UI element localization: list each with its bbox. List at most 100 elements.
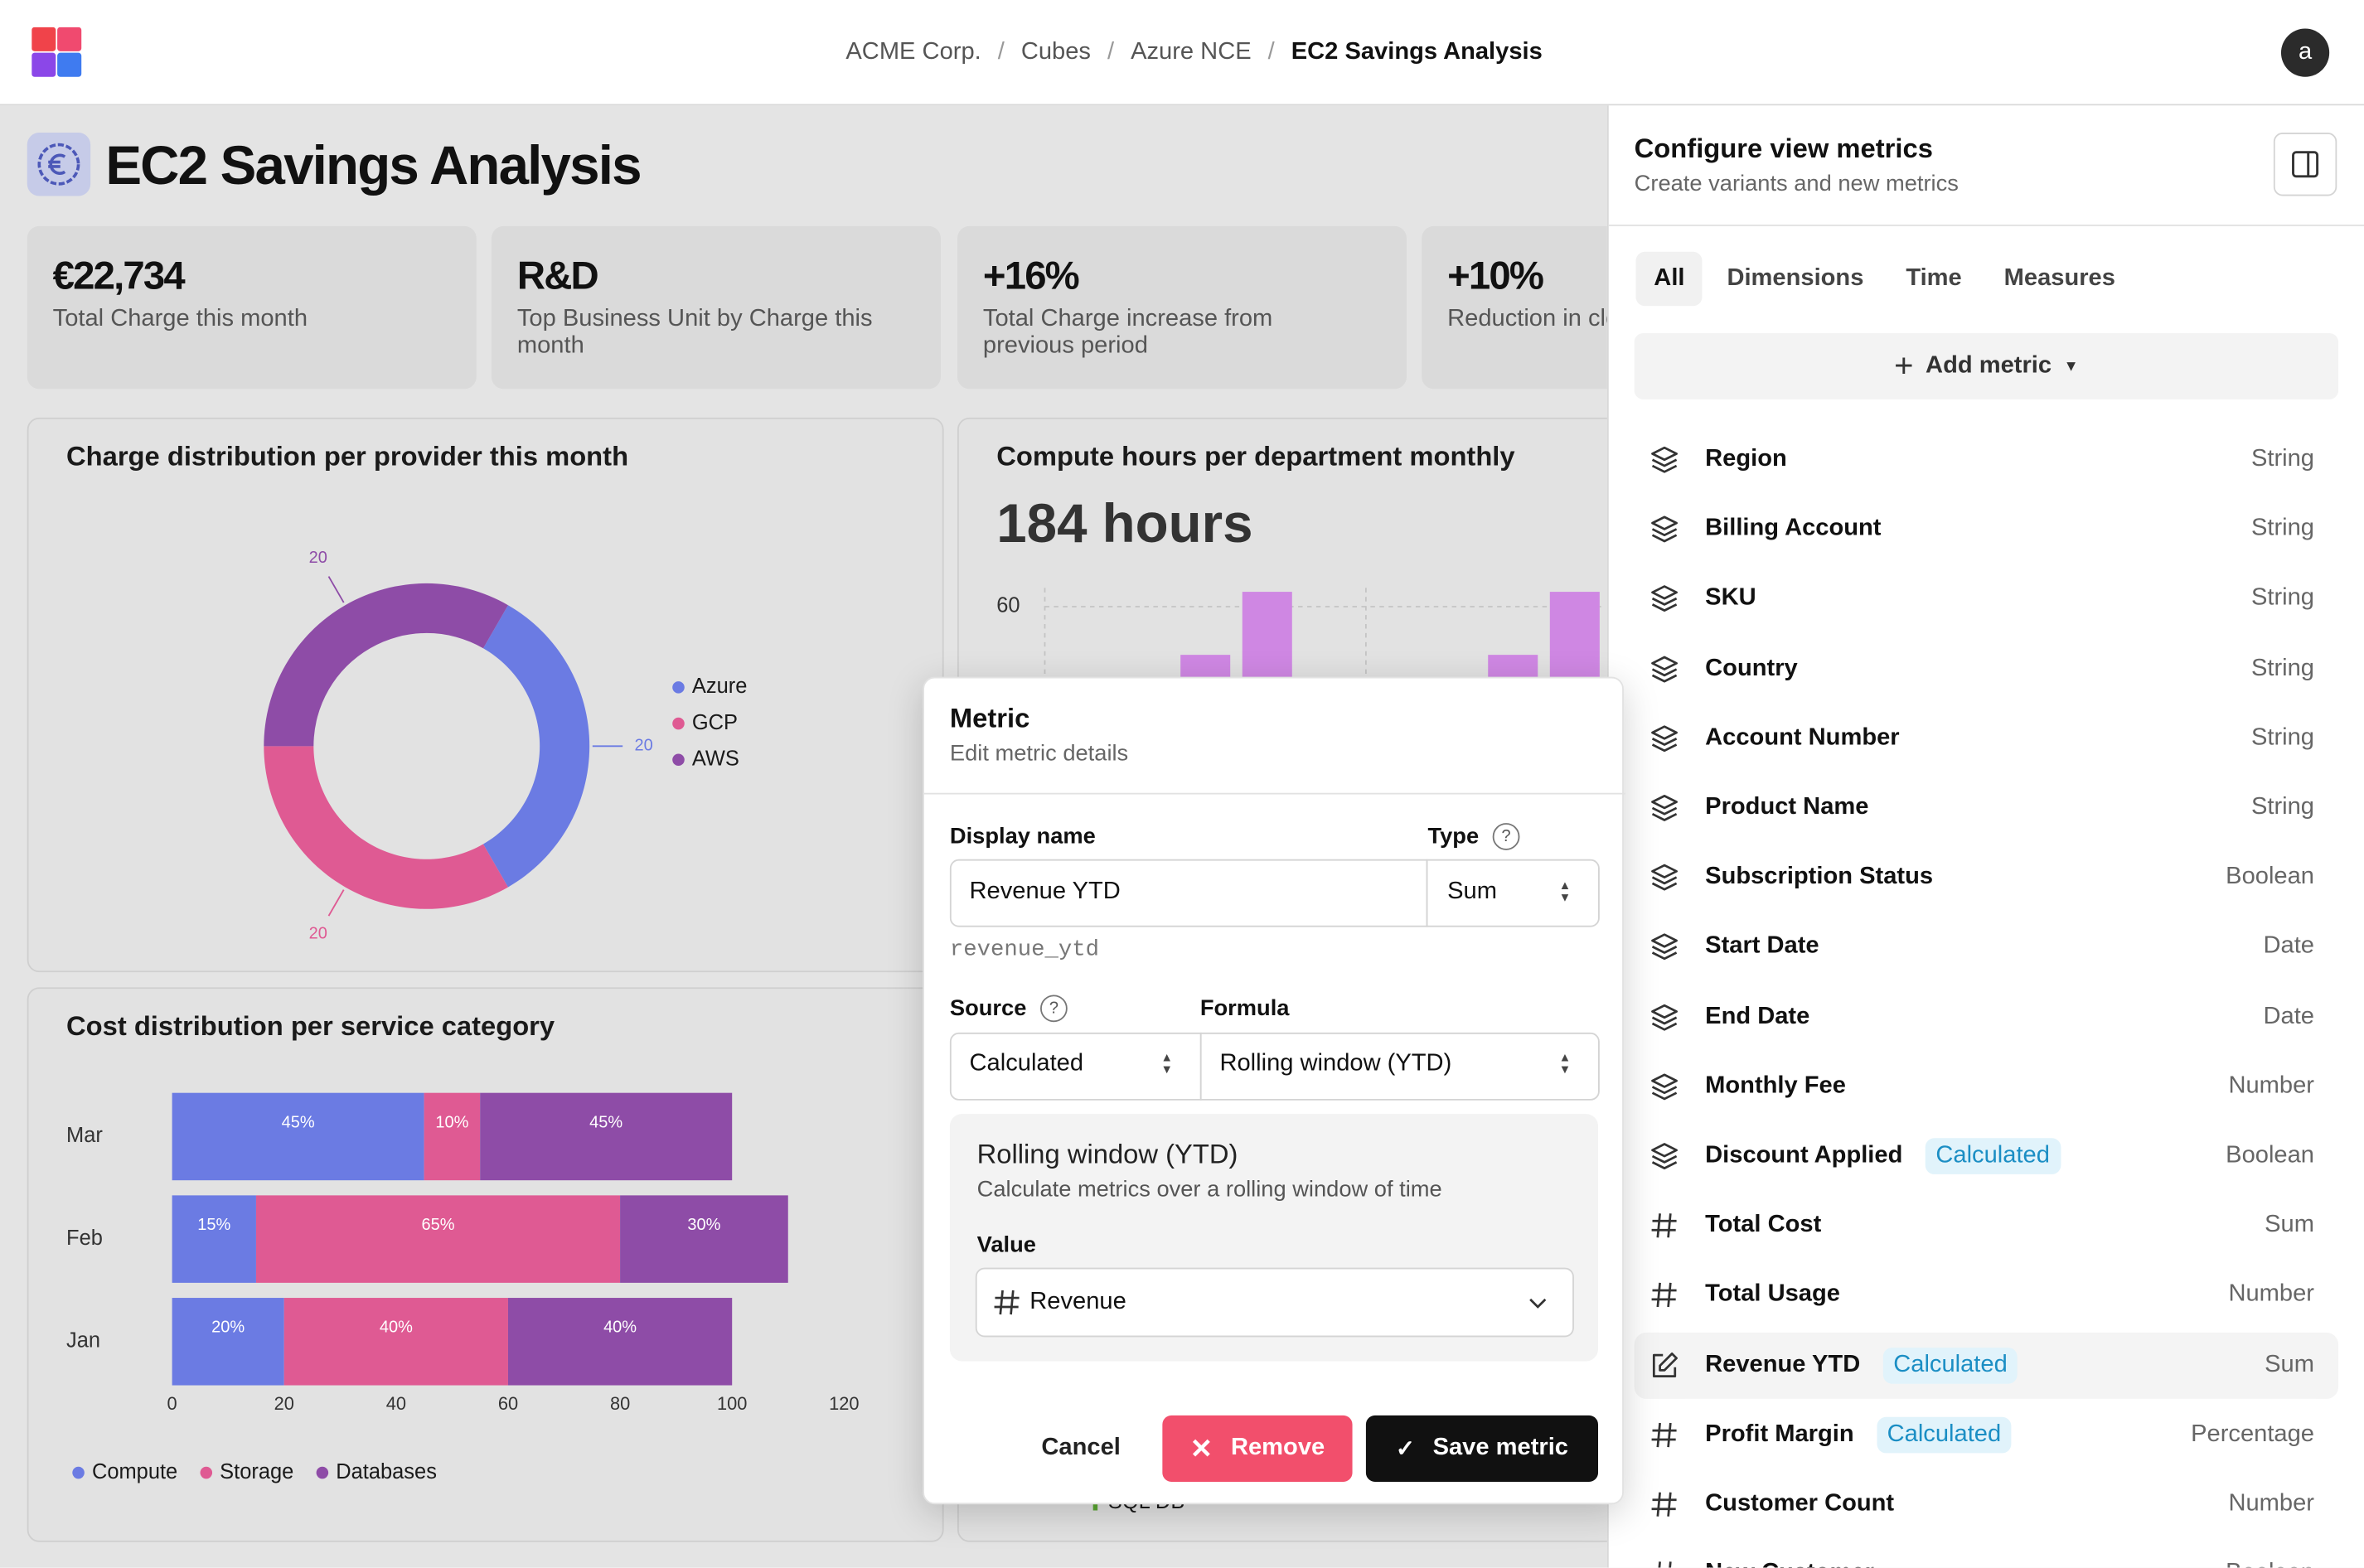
input-value: Revenue YTD bbox=[969, 878, 1121, 905]
bar-segment bbox=[283, 1298, 508, 1386]
icon-shape bbox=[1658, 1561, 1672, 1568]
icon-shape bbox=[1651, 1004, 1678, 1030]
select-value: Sum bbox=[1447, 878, 1497, 905]
metric-icon bbox=[1649, 1072, 1679, 1101]
metric-row[interactable]: Region String bbox=[1635, 427, 2338, 493]
metric-row[interactable]: Total Cost Sum bbox=[1635, 1193, 2338, 1259]
x-tick-label: 60 bbox=[498, 1393, 518, 1414]
data-label: 45% bbox=[589, 1113, 622, 1131]
select-value: Rolling window (YTD) bbox=[1219, 1050, 1452, 1077]
icon-shape bbox=[1651, 724, 1678, 752]
bar-segment bbox=[172, 1298, 284, 1386]
data-label: 20 bbox=[309, 924, 327, 942]
logo[interactable] bbox=[31, 27, 83, 79]
metric-name: Billing Account bbox=[1705, 515, 1882, 542]
legend-marker bbox=[672, 681, 685, 694]
metric-name: Region bbox=[1705, 446, 1787, 472]
source-select[interactable] bbox=[949, 1032, 1202, 1101]
icon-shape bbox=[1651, 934, 1678, 961]
save-button[interactable]: ✓ Save metric bbox=[1365, 1415, 1599, 1482]
metric-name: Start Date bbox=[1705, 933, 1819, 960]
add-metric-button[interactable]: + Add metric ▼ bbox=[1634, 332, 2339, 400]
legend-label: GCP bbox=[692, 711, 738, 734]
text-input[interactable] bbox=[949, 859, 1428, 927]
metric-type: Number bbox=[2228, 1281, 2314, 1308]
icon-shape bbox=[1529, 1298, 1547, 1309]
metric-icon bbox=[1649, 445, 1679, 475]
icon-shape bbox=[1651, 724, 1678, 752]
metric-row[interactable]: Country String bbox=[1635, 636, 2338, 702]
metric-row[interactable]: Customer Count Number bbox=[1635, 1471, 2338, 1537]
metric-name: Total Cost bbox=[1705, 1212, 1822, 1238]
metric-icon bbox=[1649, 1420, 1679, 1449]
plus-icon: + bbox=[1894, 346, 1914, 385]
formula-select[interactable] bbox=[1199, 1032, 1600, 1101]
icon-shape bbox=[1651, 1143, 1678, 1169]
metric-row[interactable]: Revenue YTD Calculated Sum bbox=[1634, 1332, 2339, 1399]
metric-name: Subscription Status bbox=[1705, 864, 1934, 890]
tab[interactable]: Time bbox=[1906, 265, 1962, 292]
icon-shape bbox=[1651, 1143, 1678, 1169]
metric-row[interactable]: Profit Margin Calculated Percentage bbox=[1635, 1401, 2338, 1468]
data-label: 20 bbox=[635, 737, 653, 755]
check-icon: ✓ bbox=[1395, 1436, 1415, 1463]
cancel-button[interactable]: Cancel bbox=[1041, 1435, 1121, 1461]
x-tick-label: 100 bbox=[717, 1393, 747, 1414]
help-icon[interactable]: ? bbox=[1492, 823, 1520, 850]
metric-row[interactable]: SKU String bbox=[1635, 566, 2338, 632]
avatar[interactable]: a bbox=[2280, 28, 2330, 77]
icon-shape bbox=[1651, 655, 1678, 682]
metric-name: Product Name bbox=[1705, 794, 1869, 820]
metric-icon bbox=[1649, 863, 1679, 893]
breadcrumbs: ACME Corp. / Cubes / Azure NCE / EC2 Savings A… bbox=[845, 39, 1542, 66]
metric-row[interactable]: Total Usage Number bbox=[1635, 1262, 2338, 1328]
x-tick-label: 120 bbox=[829, 1393, 859, 1414]
metric-name: Discount Applied bbox=[1705, 1142, 1903, 1169]
chart-subtitle: 184 hours bbox=[996, 493, 1252, 554]
data-label: 20% bbox=[211, 1319, 245, 1337]
breadcrumb[interactable]: ACME Corp. bbox=[845, 39, 981, 65]
modal-subtitle: Edit metric details bbox=[949, 740, 1129, 767]
breadcrumb[interactable]: Azure NCE bbox=[1131, 39, 1252, 65]
data-label: 65% bbox=[421, 1216, 454, 1234]
metric-row[interactable]: Discount Applied Calculated Boolean bbox=[1635, 1123, 2338, 1189]
metric-row[interactable]: New Customer Boolean bbox=[1635, 1541, 2338, 1568]
tab[interactable]: Dimensions bbox=[1727, 265, 1864, 292]
icon-shape bbox=[1651, 585, 1678, 612]
bar-segment bbox=[424, 1092, 481, 1181]
metric-row[interactable]: End Date Date bbox=[1635, 984, 2338, 1050]
help-icon[interactable]: ? bbox=[1040, 995, 1068, 1023]
kpi-card: €22,734 Total Charge this month bbox=[27, 225, 477, 390]
metric-row[interactable]: Subscription Status Boolean bbox=[1635, 844, 2338, 911]
metric-modal: Metric Edit metric details Display name Typ… bbox=[923, 676, 1625, 1505]
breadcrumb[interactable]: EC2 Savings Analysis bbox=[1291, 39, 1543, 65]
euro-icon-sign bbox=[48, 153, 66, 175]
legend-label: Compute bbox=[92, 1460, 177, 1483]
metric-name: Account Number bbox=[1705, 724, 1900, 751]
remove-button[interactable]: ✕ Remove bbox=[1162, 1415, 1353, 1482]
leader-line bbox=[327, 576, 345, 603]
select-value: Calculated bbox=[969, 1050, 1084, 1077]
metric-icon bbox=[1649, 515, 1679, 544]
tab[interactable]: All bbox=[1635, 251, 1703, 307]
metric-icon bbox=[1649, 1350, 1679, 1380]
metric-type: String bbox=[2250, 724, 2314, 751]
breadcrumb-separator: / bbox=[1267, 39, 1275, 65]
panel-toggle[interactable] bbox=[2273, 133, 2337, 196]
breadcrumb[interactable]: Cubes bbox=[1020, 39, 1091, 65]
type-select[interactable] bbox=[1426, 859, 1600, 927]
icon-shape bbox=[1651, 1213, 1677, 1238]
field-label: Value bbox=[976, 1232, 1036, 1258]
metric-row[interactable]: Monthly Fee Number bbox=[1635, 1053, 2338, 1120]
metric-row[interactable]: Start Date Date bbox=[1635, 914, 2338, 980]
icon-shape bbox=[1651, 655, 1678, 682]
metric-row[interactable]: Product Name String bbox=[1635, 775, 2338, 841]
field-label: Source bbox=[949, 995, 1027, 1022]
metric-row[interactable]: Account Number String bbox=[1635, 705, 2338, 772]
icon-shape bbox=[1651, 1492, 1677, 1517]
donut-segment bbox=[482, 605, 590, 888]
tab[interactable]: Measures bbox=[2003, 265, 2115, 292]
metric-row[interactable]: Billing Account String bbox=[1635, 496, 2338, 563]
icon-shape bbox=[1651, 1283, 1677, 1308]
value-select[interactable] bbox=[975, 1267, 1574, 1338]
